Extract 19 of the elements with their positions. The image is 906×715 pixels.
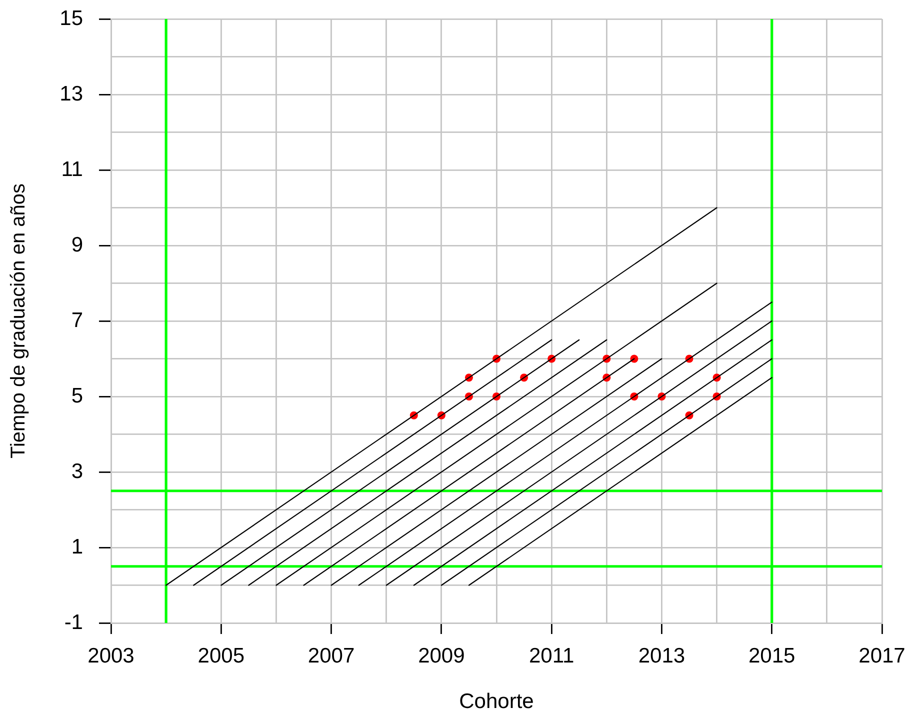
x-axis-title: Cohorte [459,690,534,714]
y-tick-label: 7 [71,308,83,332]
y-tick-label: 15 [60,6,83,30]
x-tick-label: 2003 [88,644,134,668]
x-tick-label: 2013 [638,644,686,668]
x-tick-label: 2015 [748,644,796,668]
y-tick-label: 9 [71,233,83,256]
y-tick-label: 11 [61,158,83,181]
y-axis-title: Tiempo de graduación en años [8,184,30,458]
y-tick-label: 1 [71,535,83,558]
x-tick-label: 2011 [528,644,574,668]
x-tick-label: 2017 [858,644,906,668]
x-tick-label: 2009 [418,644,465,668]
y-tick-label: 5 [71,384,83,408]
x-tick-label: 2007 [308,644,355,668]
y-tick-label: 3 [71,460,83,483]
y-tick-label: -1 [64,610,83,634]
x-tick-label: 2005 [198,644,244,668]
y-tick-label: 13 [60,82,83,106]
